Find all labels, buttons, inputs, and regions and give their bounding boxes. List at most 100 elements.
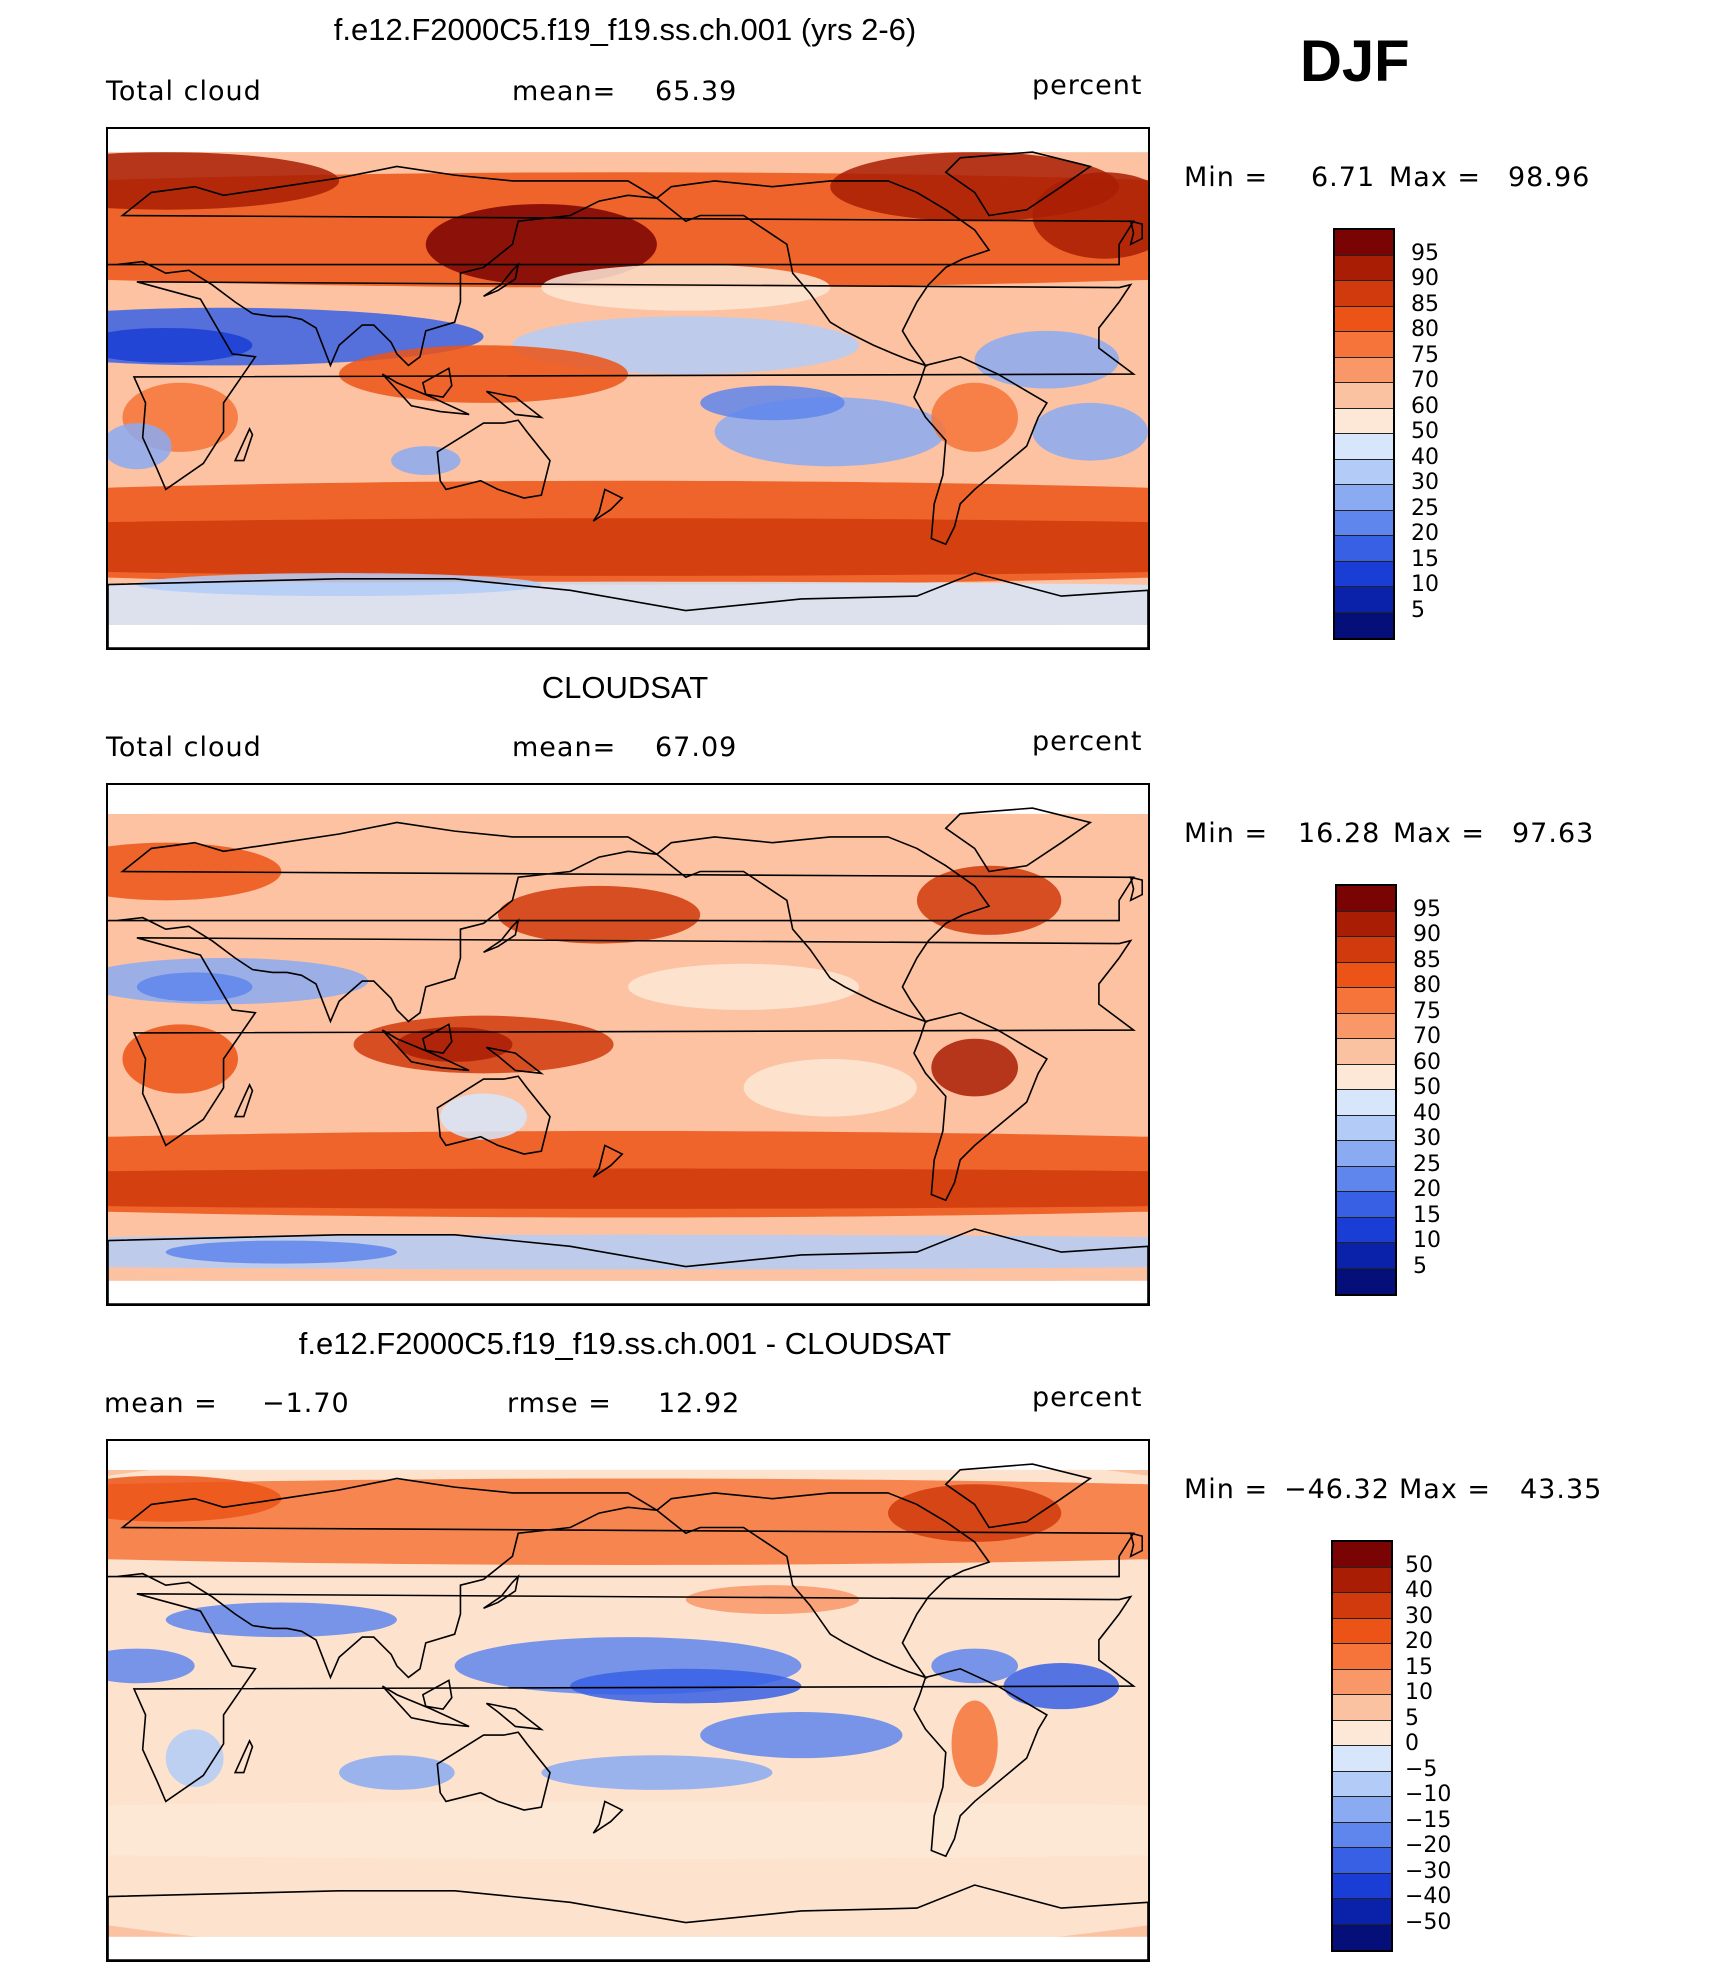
- coastline: [108, 165, 1135, 368]
- field-contour-region: [888, 1484, 1062, 1542]
- field-contour-region: [743, 1058, 917, 1117]
- coastline: [233, 1739, 254, 1774]
- panel1-min-value: 6.71: [1311, 162, 1376, 193]
- coastline: [483, 918, 520, 953]
- colorbar-tick-label: 30: [1411, 470, 1439, 495]
- colorbar-tick-label: 15: [1405, 1654, 1433, 1680]
- field-contour-region: [165, 1729, 224, 1787]
- colorbar-swatch: [1335, 459, 1393, 485]
- coastline: [944, 807, 1093, 873]
- colorbar-tick-label: 40: [1411, 444, 1439, 470]
- colorbar-swatch: [1337, 1217, 1395, 1243]
- panel3-max-label: Max =: [1399, 1474, 1492, 1505]
- field-contour-region: [931, 1648, 1019, 1684]
- colorbar-tick-label: 10: [1405, 1680, 1433, 1705]
- panel3-min-label: Min =: [1184, 1474, 1269, 1505]
- colorbar-swatch: [1333, 1669, 1391, 1695]
- colorbar-tick-label: 20: [1413, 1177, 1441, 1202]
- coastline: [381, 373, 470, 416]
- colorbar-swatch: [1335, 612, 1393, 638]
- coastline: [108, 1884, 1148, 1960]
- field-contour-region: [108, 423, 172, 470]
- panel1-map-field: [108, 151, 1148, 648]
- colorbar-tick-label: 40: [1413, 1100, 1441, 1126]
- coastline: [436, 1075, 551, 1155]
- panel2-title: CLOUDSAT: [541, 670, 709, 705]
- colorbar-tick-label: 70: [1411, 368, 1439, 393]
- field-contour-region: [165, 1240, 397, 1264]
- coastline: [944, 151, 1093, 217]
- field-contour-region: [122, 1024, 238, 1094]
- coastline: [436, 1731, 551, 1811]
- colorbar-swatch: [1333, 1618, 1391, 1644]
- coastline: [913, 355, 1048, 546]
- field-contour-region: [498, 885, 701, 944]
- colorbar-tick-label: 40: [1405, 1578, 1433, 1603]
- field-contour-region: [108, 1478, 1148, 1565]
- panel1-max-value: 98.96: [1508, 162, 1591, 193]
- colorbar-tick-label: 70: [1413, 1024, 1441, 1049]
- coastline: [592, 1144, 624, 1178]
- panel2-min-label: Min =: [1184, 818, 1269, 849]
- coastline: [483, 1574, 520, 1609]
- colorbar-tick-label: 25: [1411, 495, 1439, 521]
- panel2-max-label: Max =: [1393, 818, 1486, 849]
- coastline: [483, 262, 520, 297]
- colorbar-swatch: [1337, 1013, 1395, 1039]
- panel3-rmse-label: rmse =: [507, 1388, 612, 1419]
- panel3-min-value: −46.32: [1284, 1474, 1390, 1505]
- field-contour-region: [700, 1712, 903, 1759]
- coastline: [913, 1667, 1048, 1858]
- panel3-max-value: 43.35: [1520, 1474, 1603, 1505]
- colorbar-swatch: [1337, 911, 1395, 937]
- coastline: [592, 1800, 624, 1834]
- field-contour-region: [570, 1668, 802, 1704]
- field-contour-region: [136, 972, 253, 1002]
- panel1-map: [106, 127, 1150, 650]
- coastline: [233, 1083, 254, 1118]
- field-contour-region: [396, 1027, 513, 1062]
- coastline: [108, 1477, 1135, 1680]
- season-label: DJF: [1300, 29, 1410, 94]
- coastline: [1129, 1532, 1144, 1558]
- coastline: [485, 390, 545, 419]
- field-contour-region: [108, 1801, 1148, 1860]
- colorbar-tick-label: 60: [1413, 1049, 1441, 1075]
- colorbar-swatch: [1333, 1873, 1391, 1899]
- colorbar-tick-label: 85: [1413, 947, 1441, 973]
- colorbar-tick-label: 50: [1413, 1075, 1441, 1100]
- field-contour-region: [391, 446, 461, 476]
- colorbar-swatch: [1333, 1644, 1391, 1670]
- colorbar-tick-label: −30: [1405, 1858, 1452, 1884]
- colorbar-tick-label: 50: [1405, 1552, 1433, 1578]
- coastline: [655, 180, 991, 367]
- colorbar-swatch: [1333, 1822, 1391, 1848]
- colorbar-swatch: [1335, 536, 1393, 562]
- panel3-colorbar-labels: 50 40 30 20 15 10 5 0 −5 −10 −15 −20 −30 −40 −50: [1405, 1540, 1495, 1948]
- panel2-units: percent: [1032, 726, 1143, 757]
- colorbar-swatch: [1333, 1746, 1391, 1772]
- coastline: [944, 1463, 1093, 1529]
- field-contour-region: [165, 1602, 397, 1638]
- field-contour-region: [108, 152, 340, 210]
- colorbar-tick-label: 95: [1411, 240, 1439, 266]
- colorbar-swatch: [1335, 332, 1393, 358]
- colorbar-swatch: [1337, 1243, 1395, 1269]
- field-contour-region: [685, 1585, 860, 1614]
- field-contour-region: [974, 330, 1120, 389]
- colorbar-tick-label: 10: [1413, 1228, 1441, 1253]
- colorbar-swatch: [1337, 1166, 1395, 1192]
- field-contour-region: [541, 264, 831, 311]
- panel1-title: f.e12.F2000C5.f19_f19.ss.ch.001 (yrs 2-6…: [333, 12, 917, 47]
- colorbar-swatch: [1337, 988, 1395, 1014]
- colorbar-tick-label: 0: [1405, 1731, 1419, 1756]
- colorbar-swatch: [1335, 255, 1393, 281]
- coastline: [108, 572, 1148, 648]
- field-contour-region: [541, 1755, 773, 1790]
- field-contour-region: [108, 1168, 1148, 1209]
- coastline: [1129, 220, 1144, 246]
- coastline: [108, 821, 1135, 1024]
- coastline: [381, 1029, 470, 1072]
- colorbar-tick-label: 75: [1413, 998, 1441, 1024]
- coastline: [381, 1685, 470, 1728]
